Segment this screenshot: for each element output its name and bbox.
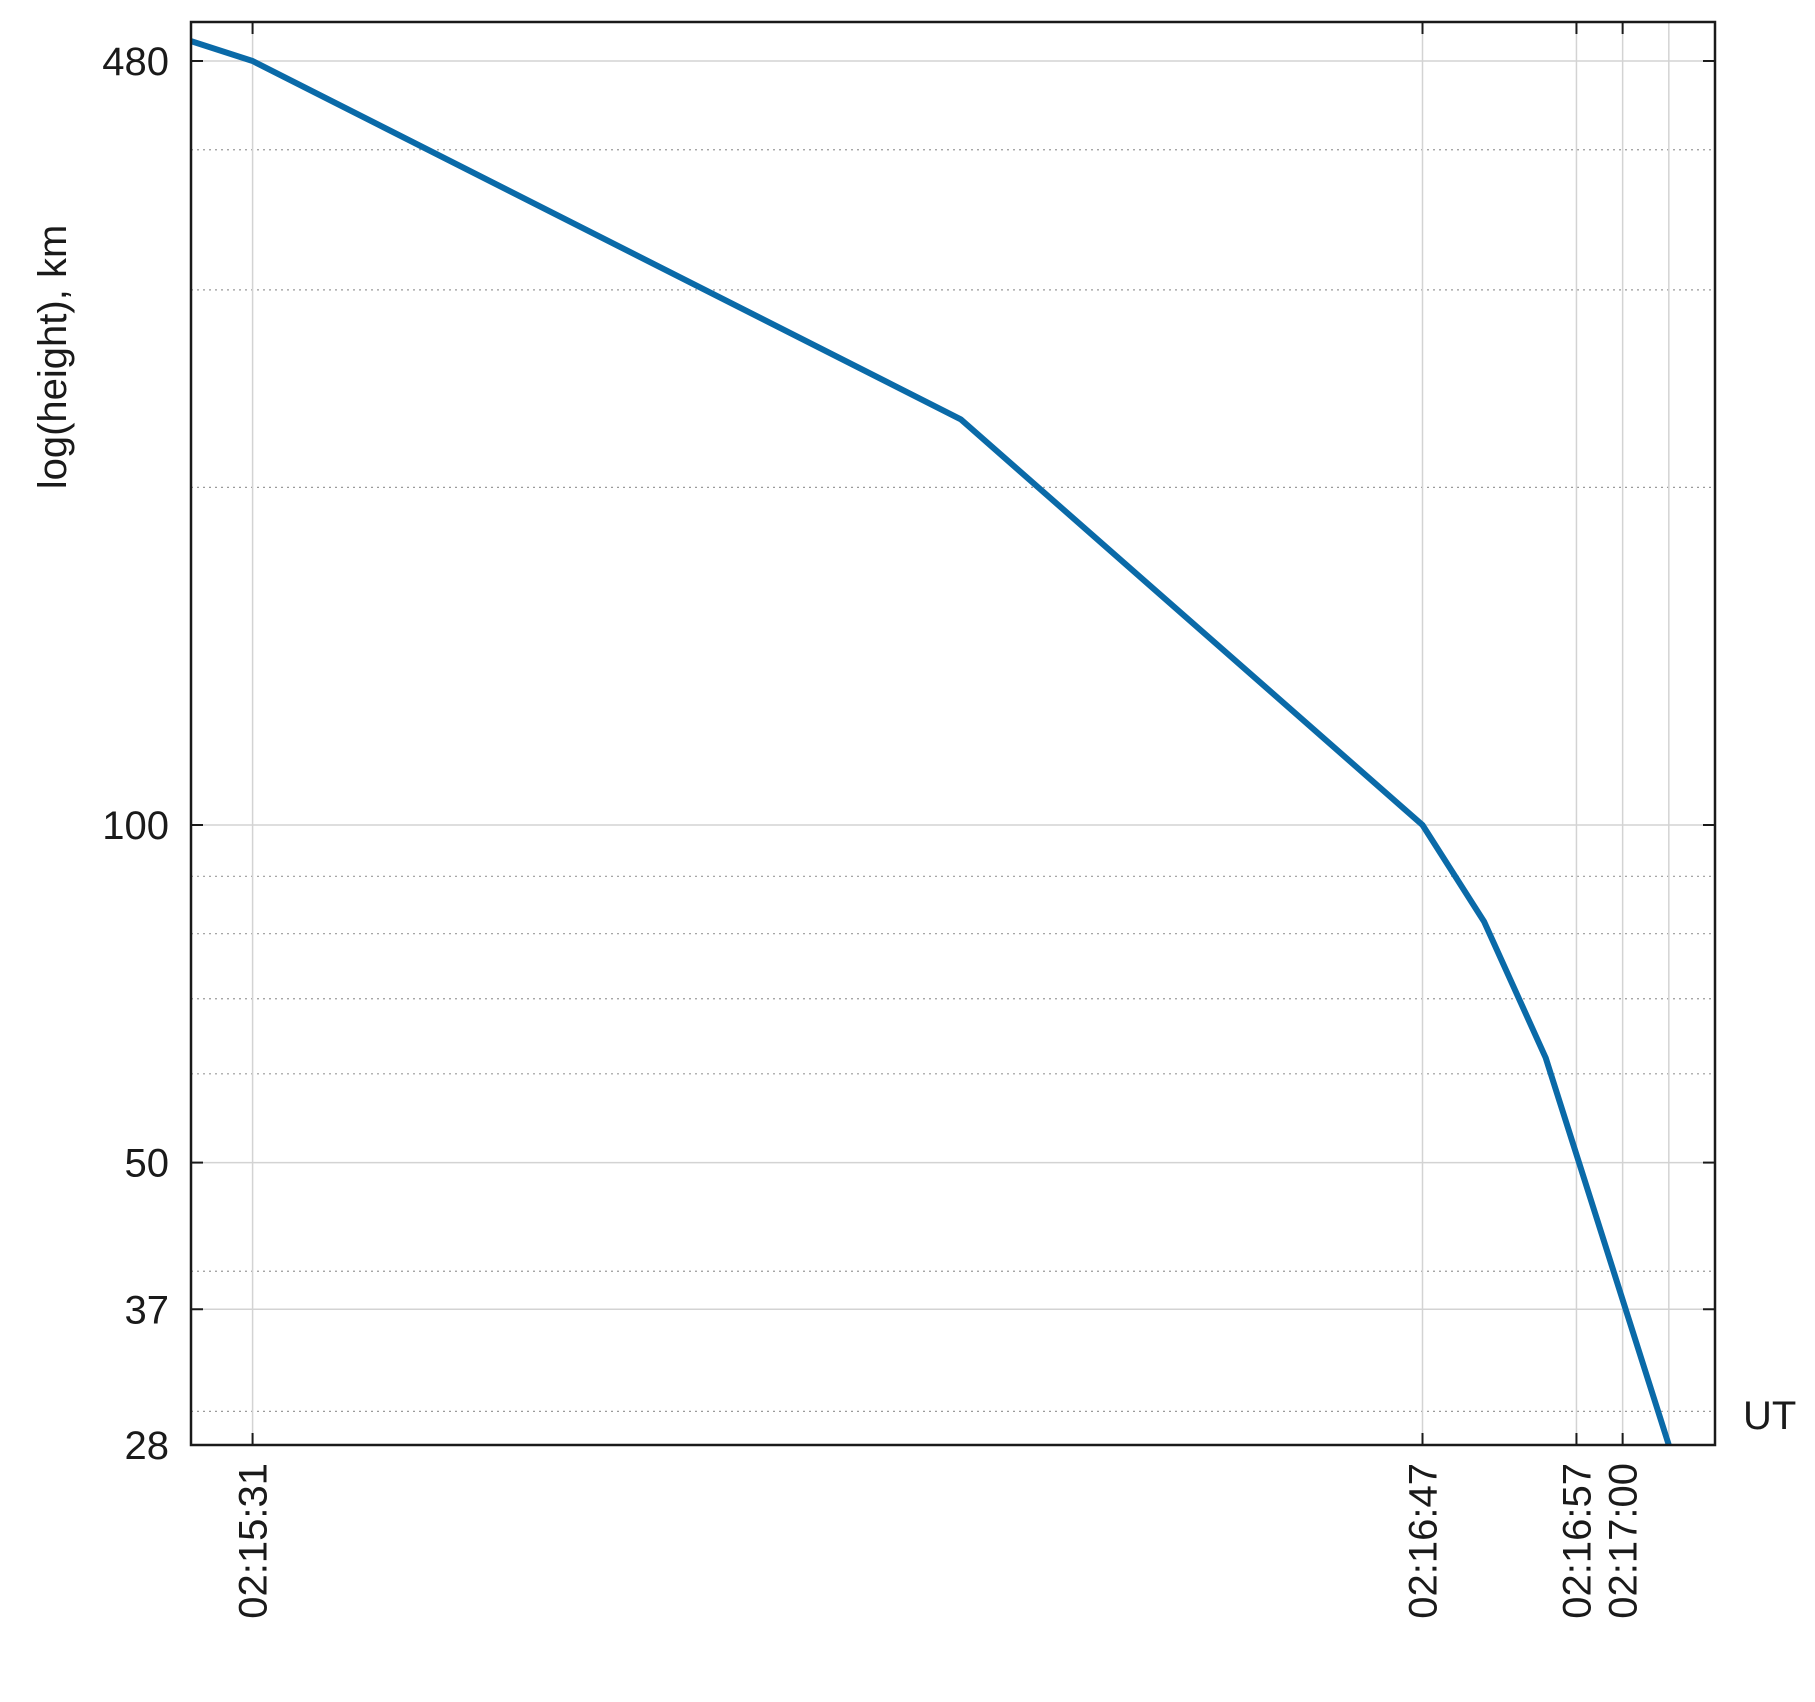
y-tick-label: 37 [125,1288,170,1332]
x-tick-label: 02:16:47 [1402,1463,1446,1619]
y-tick-label: 480 [102,40,169,84]
y-tick-label: 28 [125,1424,170,1468]
plot-frame [189,20,1717,1447]
x-tick-label: 02:16:57 [1555,1463,1599,1619]
tick-layer: 28 37 50 100 480 02:15:31 02:16:47 02:16:57 02:1… [102,22,1715,1619]
y-tick-label: 100 [102,804,169,848]
y-axis-title: log(height), km [31,225,75,490]
y-tick-label: 50 [125,1142,170,1186]
series-layer [190,38,1672,1446]
height-series-line [190,38,1672,1446]
x-tick-label: 02:15:31 [232,1463,276,1619]
grid-layer [191,22,1715,1445]
x-tick-label: 02:17:00 [1602,1463,1646,1619]
x-axis-title: UT [1743,1394,1796,1438]
